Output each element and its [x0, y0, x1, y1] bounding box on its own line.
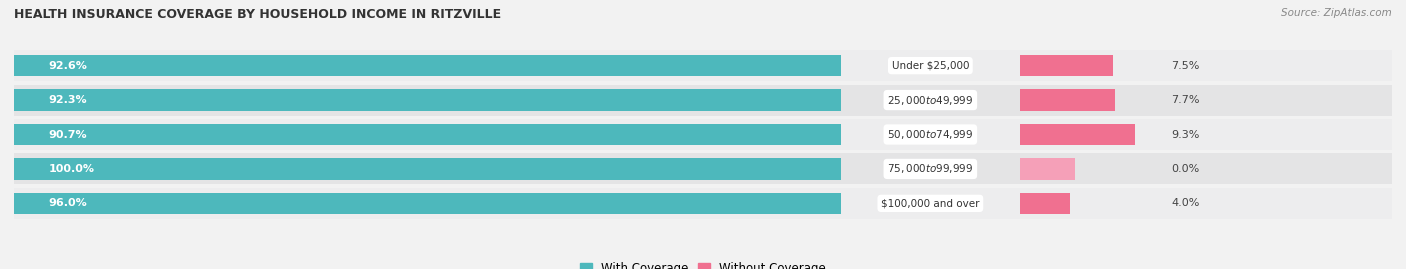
Bar — [1019, 89, 1115, 111]
Text: HEALTH INSURANCE COVERAGE BY HOUSEHOLD INCOME IN RITZVILLE: HEALTH INSURANCE COVERAGE BY HOUSEHOLD I… — [14, 8, 501, 21]
Legend: With Coverage, Without Coverage: With Coverage, Without Coverage — [575, 258, 831, 269]
Bar — [1019, 193, 1070, 214]
Text: 7.5%: 7.5% — [1171, 61, 1199, 71]
Bar — [1019, 124, 1135, 145]
Text: $25,000 to $49,999: $25,000 to $49,999 — [887, 94, 973, 107]
Text: Source: ZipAtlas.com: Source: ZipAtlas.com — [1281, 8, 1392, 18]
Text: 4.0%: 4.0% — [1171, 198, 1199, 208]
Bar — [14, 153, 1392, 185]
Text: $100,000 and over: $100,000 and over — [882, 198, 980, 208]
Text: 100.0%: 100.0% — [48, 164, 94, 174]
Text: 92.6%: 92.6% — [48, 61, 87, 71]
Text: 9.3%: 9.3% — [1171, 129, 1199, 140]
Bar — [14, 158, 841, 180]
Bar — [1019, 55, 1114, 76]
Bar — [14, 50, 1392, 81]
Bar — [14, 89, 841, 111]
Text: 92.3%: 92.3% — [48, 95, 87, 105]
Bar — [14, 119, 1392, 150]
Bar — [14, 188, 1392, 219]
Bar — [14, 55, 841, 76]
Bar — [14, 84, 1392, 116]
Bar — [14, 124, 841, 145]
Text: 96.0%: 96.0% — [48, 198, 87, 208]
Text: Under $25,000: Under $25,000 — [891, 61, 969, 71]
Text: 0.0%: 0.0% — [1171, 164, 1199, 174]
Text: 90.7%: 90.7% — [48, 129, 87, 140]
Bar — [1019, 158, 1076, 180]
Text: $75,000 to $99,999: $75,000 to $99,999 — [887, 162, 973, 175]
Text: 7.7%: 7.7% — [1171, 95, 1199, 105]
Bar — [14, 193, 841, 214]
Text: $50,000 to $74,999: $50,000 to $74,999 — [887, 128, 973, 141]
